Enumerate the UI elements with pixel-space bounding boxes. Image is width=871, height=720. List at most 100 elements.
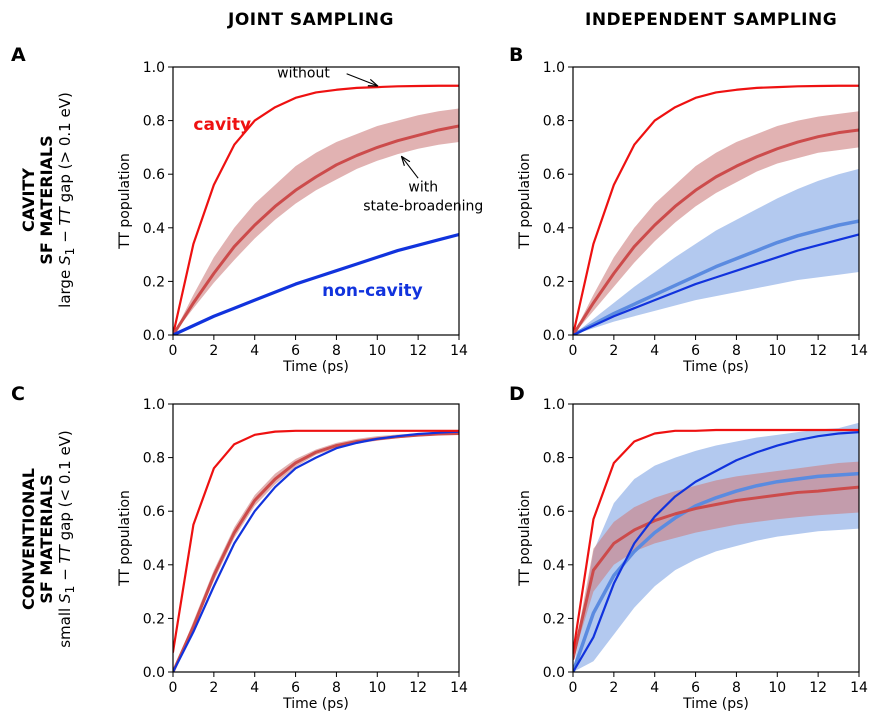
column-title-independent: INDEPENDENT SAMPLING	[585, 10, 838, 30]
y-tick-label: 0.8	[143, 451, 165, 467]
y-tick-label: 0.2	[143, 611, 165, 627]
y-tick-label: 0.4	[543, 221, 565, 237]
y-axis-label: TT population	[517, 490, 533, 587]
axes-frame	[572, 66, 860, 336]
series-line-noncavity-broadened	[573, 219, 859, 335]
x-tick-label: 12	[809, 680, 827, 696]
axes-frame	[172, 66, 460, 336]
y-tick-label: 0.4	[143, 221, 165, 237]
y-tick-label: 0.8	[543, 114, 565, 130]
x-tick-label: 8	[732, 680, 741, 696]
x-tick-label: 0	[169, 680, 178, 696]
plot-area	[573, 422, 859, 672]
panel-letter-c: C	[11, 383, 25, 405]
x-tick-label: 12	[409, 680, 427, 696]
series-line-noncavity	[573, 431, 859, 672]
y-tick-label: 1.0	[143, 60, 165, 76]
x-tick-label: 6	[291, 680, 300, 696]
annotation-cavity: cavity	[193, 115, 251, 135]
plot-area	[173, 429, 459, 672]
confidence-band-noncavity-broadened	[573, 168, 859, 335]
confidence-band-cavity-broadened	[573, 461, 859, 659]
annotation-without: without	[277, 66, 330, 82]
plot-area	[573, 84, 859, 335]
x-tick-label: 14	[450, 343, 468, 359]
axes-frame	[172, 403, 460, 673]
y-tick-label: 1.0	[143, 397, 165, 413]
y-tick-label: 0.2	[543, 611, 565, 627]
x-tick-label: 4	[250, 343, 259, 359]
y-tick-label: 0.4	[143, 558, 165, 574]
series-line-cavity-broadened	[573, 485, 859, 661]
x-tick-label: 10	[768, 680, 786, 696]
x-tick-label: 2	[609, 680, 618, 696]
x-tick-label: 2	[609, 343, 618, 359]
series-line-cavity	[173, 429, 459, 654]
x-tick-label: 6	[291, 343, 300, 359]
series-line-noncavity-broadened	[573, 471, 859, 672]
y-axis-label: TT population	[117, 490, 133, 587]
panel-letter-d: D	[509, 383, 525, 405]
confidence-band-cavity-broadened	[173, 431, 459, 672]
series-line-noncavity	[173, 430, 459, 672]
x-axis-label: Time (ps)	[282, 359, 349, 375]
x-tick-label: 6	[691, 680, 700, 696]
panel-d: 0 2 4 6 8 10 12 14 0.0 0.2 0.4 0.6 0.8 1.0 Time (ps) TT…	[517, 397, 868, 712]
y-tick-label: 0.4	[543, 558, 565, 574]
column-title-joint: JOINT SAMPLING	[228, 10, 394, 30]
annotation-arrow	[402, 157, 419, 179]
x-axis-label: Time (ps)	[682, 359, 749, 375]
y-tick-label: 1.0	[543, 60, 565, 76]
x-tick-label: 8	[332, 343, 341, 359]
x-tick-label: 0	[569, 680, 578, 696]
y-tick-label: 0.8	[143, 114, 165, 130]
series-line-noncavity	[173, 232, 459, 335]
y-tick-label: 0.6	[543, 167, 565, 183]
y-tick-label: 0.6	[543, 504, 565, 520]
series-line-cavity-broadened	[173, 124, 459, 335]
series-line-cavity	[173, 84, 459, 335]
y-tick-label: 0.0	[143, 665, 165, 681]
x-tick-label: 8	[332, 680, 341, 696]
x-axis-label: Time (ps)	[682, 696, 749, 712]
y-tick-label: 0.6	[143, 167, 165, 183]
x-tick-label: 14	[850, 680, 868, 696]
x-tick-label: 2	[209, 680, 218, 696]
annotation-state-broadening: state-broadening	[363, 198, 483, 214]
x-tick-label: 0	[169, 343, 178, 359]
y-tick-label: 0.2	[543, 274, 565, 290]
x-tick-label: 12	[809, 343, 827, 359]
axes-frame	[572, 403, 860, 673]
panel-a: 0 2 4 6 8 10 12 14 0.0 0.2 0.4 0.6 0.8 1.0 Time (ps) TT…	[117, 60, 483, 375]
y-axis-label: TT population	[517, 153, 533, 250]
x-tick-label: 4	[250, 680, 259, 696]
panel-b: 0 2 4 6 8 10 12 14 0.0 0.2 0.4 0.6 0.8 1.0 Time (ps) TT…	[517, 60, 868, 375]
x-tick-label: 14	[850, 343, 868, 359]
x-tick-label: 0	[569, 343, 578, 359]
y-tick-label: 0.2	[143, 274, 165, 290]
panel-letter-a: A	[11, 44, 26, 66]
x-tick-label: 6	[691, 343, 700, 359]
x-tick-label: 12	[409, 343, 427, 359]
y-tick-label: 0.8	[543, 451, 565, 467]
x-tick-label: 10	[368, 343, 386, 359]
x-tick-label: 4	[650, 343, 659, 359]
y-tick-label: 0.0	[543, 328, 565, 344]
y-tick-label: 0.6	[143, 504, 165, 520]
annotation-with: with	[408, 180, 438, 196]
x-tick-label: 14	[450, 680, 468, 696]
x-tick-label: 2	[209, 343, 218, 359]
series-line-cavity-broadened	[173, 431, 459, 672]
series-line-noncavity	[573, 233, 859, 335]
x-axis-label: Time (ps)	[282, 696, 349, 712]
y-tick-label: 1.0	[543, 397, 565, 413]
x-tick-label: 8	[732, 343, 741, 359]
y-tick-label: 0.0	[543, 665, 565, 681]
series-line-cavity-broadened	[573, 128, 859, 335]
annotation-non-cavity: non-cavity	[322, 281, 423, 301]
panel-letter-b: B	[509, 44, 524, 66]
series-line-cavity	[573, 84, 859, 335]
x-tick-label: 10	[768, 343, 786, 359]
